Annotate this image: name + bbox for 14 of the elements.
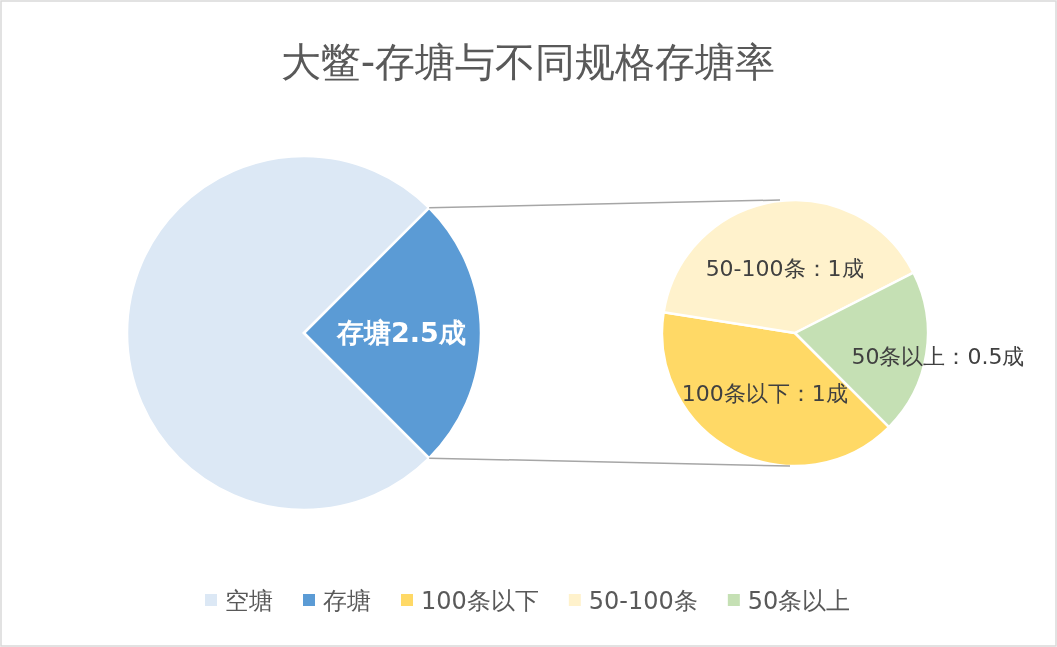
legend-item: 空塘 bbox=[205, 587, 273, 615]
data-label: 50-100条：1成 bbox=[705, 256, 864, 282]
legend-label: 50条以上 bbox=[747, 587, 851, 615]
legend-item: 50-100条 bbox=[568, 587, 698, 615]
data-label: 50条以上：0.5成 bbox=[851, 343, 1025, 369]
legend-item: 50条以上 bbox=[727, 587, 851, 615]
data-label: 100条以下：1成 bbox=[681, 381, 848, 407]
legend-label: 存塘 bbox=[323, 587, 371, 615]
chart-title: 大鳖-存塘与不同规格存塘率 bbox=[280, 39, 776, 85]
legend-item: 100条以下 bbox=[401, 587, 539, 615]
legend-item: 存塘 bbox=[303, 587, 371, 615]
legend-label: 50-100条 bbox=[588, 587, 698, 615]
data-label: 存塘2.5成 bbox=[335, 317, 466, 348]
legend-label: 空塘 bbox=[225, 587, 273, 615]
